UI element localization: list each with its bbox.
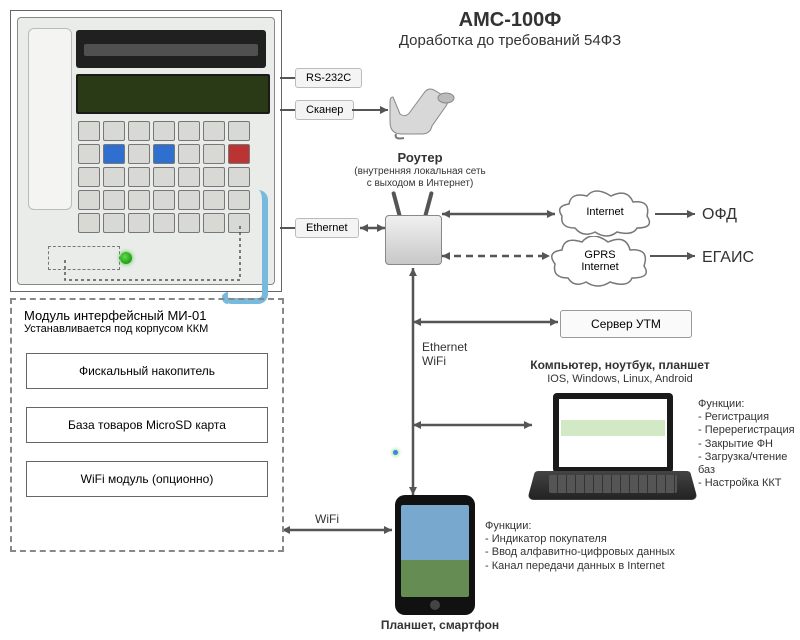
module-sub: Устанавливается под корпусом ККМ (24, 323, 270, 335)
tablet-functions: Функции: - Индикатор покупателя - Ввод а… (485, 520, 715, 573)
module-item-microsd: База товаров MicroSD карта (26, 407, 268, 443)
link-wifi: WiFi (315, 512, 339, 526)
cloud-gprs: GPRS Internet (548, 236, 652, 288)
router-icon (385, 195, 440, 265)
barcode-scanner-icon (388, 82, 468, 142)
computer-sub: IOS, Windows, Linux, Android (500, 373, 740, 386)
link-eth-wifi: Ethernet WiFi (422, 340, 467, 369)
module-item-fiscal: Фискальный накопитель (26, 353, 268, 389)
tablet-caption: Планшет, смартфон (365, 618, 515, 632)
label-egais: ЕГАИС (702, 248, 754, 267)
module-box: Модуль интерфейсный МИ-01 Устанавливаетс… (10, 298, 284, 552)
computer-title: Компьютер, ноутбук, планшет (500, 358, 740, 372)
label-ofd: ОФД (702, 205, 737, 224)
cloud-internet: Internet (555, 190, 655, 238)
tablet-icon (395, 495, 475, 615)
router-title: Роутер (340, 150, 500, 166)
router-sub: (внутренняя локальная сеть с выходом в И… (320, 166, 520, 190)
computer-functions: Функции: - Регистрация - Перерегистрация… (698, 398, 798, 490)
laptop-icon (535, 393, 690, 508)
module-title: Модуль интерфейсный МИ-01 (24, 308, 270, 323)
server-utm: Сервер УТМ (560, 310, 692, 338)
module-item-wifi: WiFi модуль (опционно) (26, 461, 268, 497)
